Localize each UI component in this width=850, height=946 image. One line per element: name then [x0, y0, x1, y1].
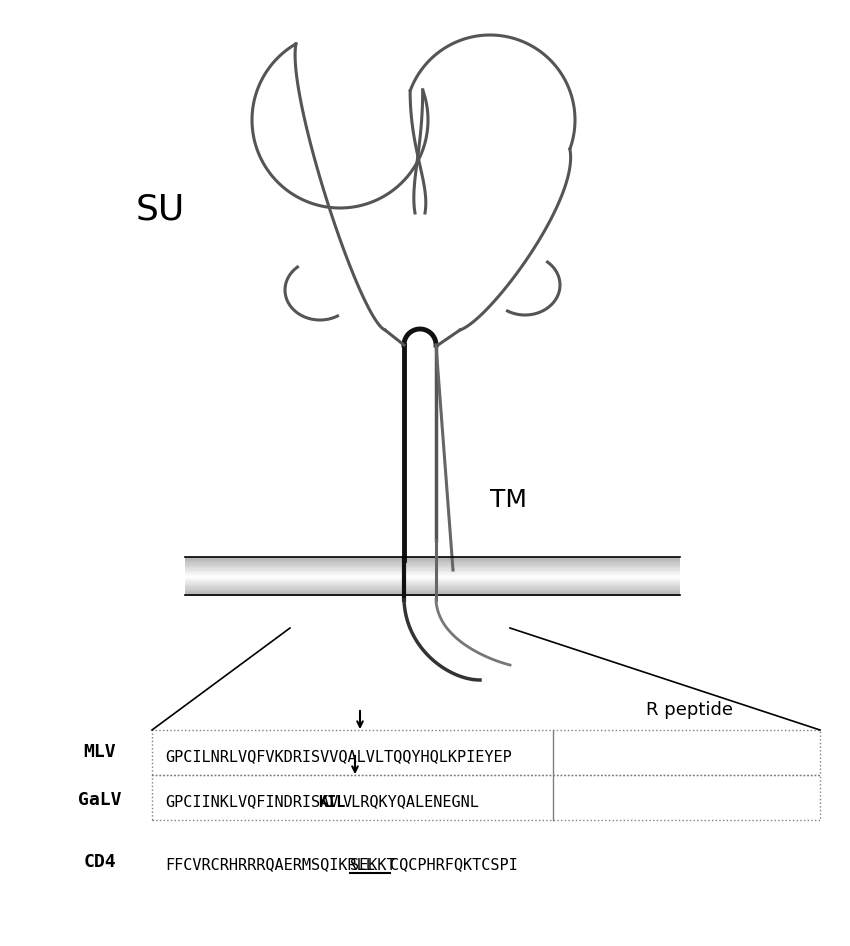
- Bar: [185, 590, 680, 591]
- Bar: [185, 592, 680, 594]
- Bar: [185, 563, 680, 565]
- Bar: [185, 557, 680, 559]
- Text: GaLV: GaLV: [78, 791, 122, 809]
- Text: FFCVRCRHRRRQAERMSQIKRLL: FFCVRCRHRRRQAERMSQIKRLL: [165, 857, 375, 872]
- Bar: [185, 569, 680, 570]
- Bar: [185, 591, 680, 593]
- Bar: [185, 581, 680, 583]
- Bar: [185, 583, 680, 584]
- Bar: [185, 565, 680, 567]
- Text: KIL: KIL: [318, 795, 345, 810]
- Bar: [185, 566, 680, 568]
- Bar: [185, 587, 680, 589]
- Text: TM: TM: [490, 488, 527, 512]
- Bar: [185, 576, 680, 578]
- Bar: [185, 572, 680, 574]
- Bar: [185, 559, 680, 561]
- Bar: [185, 571, 680, 572]
- Bar: [185, 584, 680, 586]
- Text: GPCILNRLVQFVKDRISVVQALVLTQQYHQLKPIEYEP: GPCILNRLVQFVKDRISVVQALVLTQQYHQLKPIEYEP: [165, 749, 512, 764]
- Text: SEKKT: SEKKT: [350, 857, 396, 872]
- Text: GPCIINKLVQFINDRISAV: GPCIINKLVQFINDRISAV: [165, 795, 338, 810]
- Bar: [185, 569, 680, 571]
- Text: VLRQKYQALENEGNL: VLRQKYQALENEGNL: [342, 795, 479, 810]
- Bar: [185, 594, 680, 595]
- Text: CD4: CD4: [83, 853, 116, 871]
- Bar: [185, 585, 680, 587]
- Bar: [185, 573, 680, 575]
- Text: CQCPHRFQKTCSPI: CQCPHRFQKTCSPI: [390, 857, 518, 872]
- Bar: [185, 579, 680, 580]
- Bar: [185, 562, 680, 564]
- Bar: [185, 588, 680, 590]
- Text: R peptide: R peptide: [647, 701, 734, 719]
- Bar: [185, 568, 680, 569]
- Bar: [152, 730, 820, 775]
- Bar: [152, 775, 820, 820]
- Bar: [185, 561, 680, 563]
- Text: SU: SU: [135, 193, 184, 227]
- Bar: [185, 575, 680, 576]
- Text: MLV: MLV: [83, 743, 116, 761]
- Bar: [185, 580, 680, 582]
- Bar: [185, 558, 680, 560]
- Bar: [185, 577, 680, 579]
